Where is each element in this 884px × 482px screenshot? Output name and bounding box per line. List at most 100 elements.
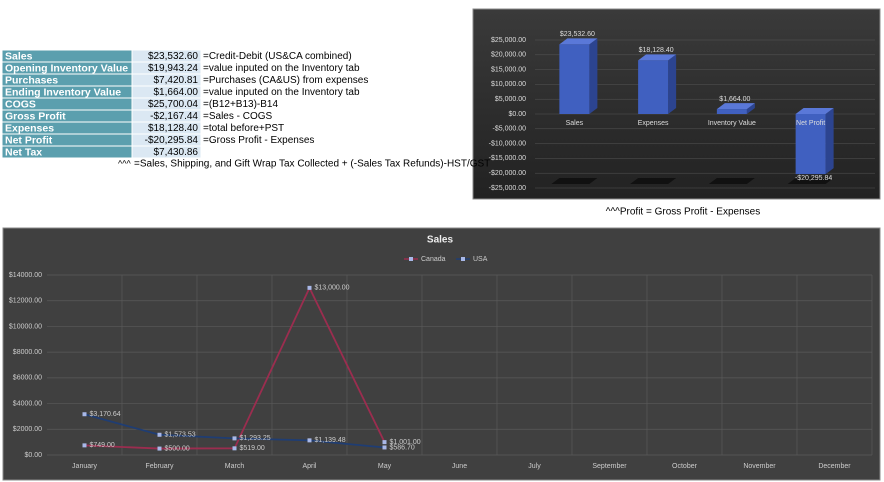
bar-note: ^^^Profit = Gross Profit - Expenses xyxy=(606,207,760,218)
data-label: $1,001.00 xyxy=(390,439,421,446)
x-tick-label: May xyxy=(378,463,392,470)
y-tick-label: $15,000.00 xyxy=(491,66,526,73)
note: =Sales, Shipping, and Gift Wrap Tax Coll… xyxy=(134,159,490,170)
row-value: $23,532.60 xyxy=(148,51,198,62)
row-value: $7,430.86 xyxy=(154,147,199,158)
data-label: $586.70 xyxy=(390,444,415,451)
row-formula: =Sales - COGS xyxy=(203,111,273,122)
data-label: $23,532.60 xyxy=(560,31,595,38)
legend-label: Canada xyxy=(421,256,446,263)
x-tick-label: July xyxy=(528,463,541,470)
x-tick-label: Sales xyxy=(566,120,584,127)
bar-side xyxy=(589,38,598,114)
y-tick-label: -$15,000.00 xyxy=(489,155,526,162)
y-tick-label: $2000.00 xyxy=(13,426,42,433)
y-tick-label: $0.00 xyxy=(508,111,526,118)
data-label: $18,128.40 xyxy=(639,47,674,54)
y-tick-label: $4000.00 xyxy=(13,400,42,407)
y-tick-label: $12000.00 xyxy=(9,298,42,305)
data-label: $13,000.00 xyxy=(315,285,350,292)
value-cell xyxy=(131,145,202,159)
x-tick-label: February xyxy=(145,463,174,470)
x-tick-label: March xyxy=(225,463,245,470)
row-label: Ending Inventory Value xyxy=(5,86,121,98)
row-label: COGS xyxy=(5,98,36,110)
y-tick-label: $14000.00 xyxy=(9,272,42,279)
point xyxy=(232,436,237,441)
point xyxy=(382,440,387,445)
data-label: $1,573.53 xyxy=(165,432,196,439)
row-formula: =Credit-Debit (US&CA combined) xyxy=(203,51,352,62)
row-formula: =value inputed on the Inventory tab xyxy=(203,63,360,74)
y-tick-label: -$20,000.00 xyxy=(489,170,526,177)
y-tick-label: $0.00 xyxy=(24,452,42,459)
legend-label: USA xyxy=(473,256,488,263)
shadow xyxy=(551,178,598,184)
bar-top xyxy=(638,54,677,61)
legend-marker xyxy=(409,257,413,261)
row-formula: =Gross Profit - Expenses xyxy=(203,135,314,146)
row-value: -$20,295.84 xyxy=(145,135,199,146)
y-tick-label: -$5,000.00 xyxy=(493,126,527,133)
bar-top xyxy=(559,38,598,45)
x-tick-label: Expenses xyxy=(638,120,669,127)
row-label: Opening Inventory Value xyxy=(5,62,128,74)
data-label: $749.00 xyxy=(90,442,115,449)
point xyxy=(382,445,387,450)
point xyxy=(157,432,162,437)
row-value: $18,128.40 xyxy=(148,123,198,134)
data-label: $1,293.25 xyxy=(240,435,271,442)
data-label: $519.00 xyxy=(240,445,265,452)
row-formula: =total before+PST xyxy=(203,123,284,134)
row-value: $7,420.81 xyxy=(154,75,199,86)
row-label: Net Tax xyxy=(5,146,42,158)
row-label: Gross Profit xyxy=(5,110,66,122)
shadow xyxy=(787,178,834,184)
legend-marker xyxy=(461,257,465,261)
y-tick-label: -$25,000.00 xyxy=(489,185,526,192)
row-value: $25,700.04 xyxy=(148,99,198,110)
bar xyxy=(716,109,747,114)
row-label: Expenses xyxy=(5,122,54,134)
y-tick-label: $8000.00 xyxy=(13,349,42,356)
point xyxy=(82,443,87,448)
shadow xyxy=(708,178,755,184)
bar xyxy=(795,114,826,175)
data-label: $500.00 xyxy=(165,445,190,452)
bar xyxy=(638,60,669,114)
x-tick-label: November xyxy=(743,463,776,470)
data-label: $1,139.48 xyxy=(315,437,346,444)
x-tick-label: December xyxy=(818,463,851,470)
point xyxy=(307,438,312,443)
bar xyxy=(559,44,590,114)
x-tick-label: June xyxy=(452,463,467,470)
y-tick-label: $5,000.00 xyxy=(495,96,526,103)
x-tick-label: January xyxy=(72,463,97,470)
shadow xyxy=(630,178,677,184)
row-label: Sales xyxy=(5,50,33,62)
data-label: $1,664.00 xyxy=(719,96,750,103)
row-formula: =Purchases (CA&US) from expenses xyxy=(203,75,368,86)
row-formula: =value inputed on the Inventory tab xyxy=(203,87,360,98)
y-tick-label: $6000.00 xyxy=(13,375,42,382)
x-tick-label: Net Profit xyxy=(796,120,825,127)
point xyxy=(232,446,237,451)
bar-side xyxy=(825,108,834,175)
point xyxy=(157,446,162,451)
data-label: -$20,295.84 xyxy=(795,175,832,182)
data-label: $3,170.64 xyxy=(90,411,121,418)
row-value: -$2,167.44 xyxy=(150,111,198,122)
row-value: $19,943.24 xyxy=(148,63,198,74)
row-label: Purchases xyxy=(5,74,58,86)
x-tick-label: April xyxy=(302,463,316,470)
row-formula: =(B12+B13)-B14 xyxy=(203,99,278,110)
y-tick-label: $25,000.00 xyxy=(491,37,526,44)
bar-side xyxy=(746,103,755,114)
y-tick-label: $10,000.00 xyxy=(491,81,526,88)
row-value: $1,664.00 xyxy=(154,87,199,98)
x-tick-label: Inventory Value xyxy=(708,120,756,127)
chart-title: Sales xyxy=(427,235,454,246)
line-chart-panel xyxy=(2,227,881,481)
